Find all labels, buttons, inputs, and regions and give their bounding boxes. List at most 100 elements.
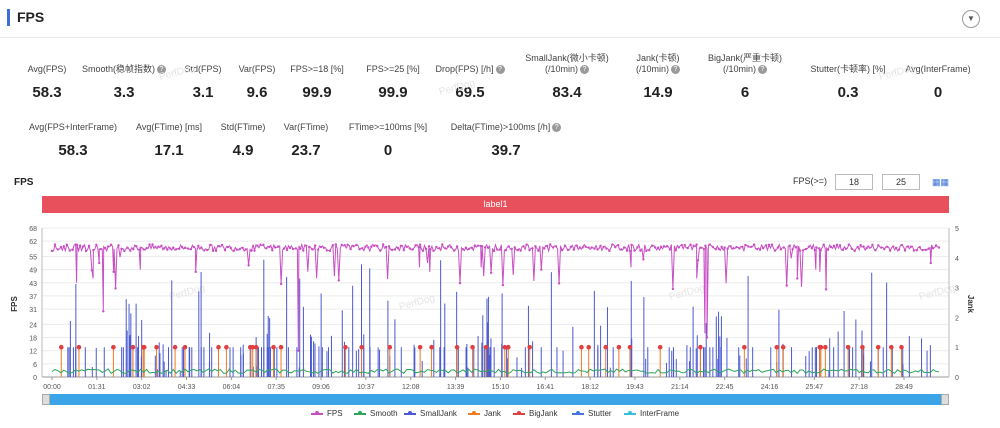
fps-point xyxy=(755,247,759,251)
fps-point xyxy=(104,246,107,250)
fps-point xyxy=(791,247,794,251)
fps-point xyxy=(818,247,821,250)
fps-point xyxy=(429,248,432,251)
y2-tick-label: 3 xyxy=(955,286,959,293)
table-view-icon[interactable]: ▦▦ xyxy=(932,177,950,187)
bigjank-point xyxy=(172,344,178,350)
legend-item-jank[interactable]: Jank xyxy=(468,409,501,418)
bigjank-point xyxy=(860,344,865,350)
fps-point xyxy=(764,244,768,247)
stat-label: Drop(FPS) [/h]? xyxy=(410,64,530,75)
legend-item-interframe[interactable]: InterFrame xyxy=(624,409,679,418)
stat-value: 4.9 xyxy=(232,142,254,159)
fps-point xyxy=(313,244,317,247)
fps-point xyxy=(874,249,877,252)
fps-point xyxy=(343,243,346,247)
slider-handle-right[interactable] xyxy=(941,394,949,405)
fps-point xyxy=(75,243,79,247)
fps-point xyxy=(794,246,797,249)
bigjank-point xyxy=(111,344,116,350)
fps-point xyxy=(378,249,382,252)
legend-item-smooth[interactable]: Smooth xyxy=(354,409,398,418)
fps-filter-label: FPS(>=) xyxy=(793,176,828,186)
fps-point xyxy=(702,247,706,251)
fps-point xyxy=(376,244,379,248)
fps-point xyxy=(636,246,639,249)
fps-point xyxy=(835,243,839,246)
fps-point xyxy=(262,243,265,247)
help-icon[interactable]: ? xyxy=(552,123,562,133)
fps-point xyxy=(639,249,642,252)
x-tick-label: 19:43 xyxy=(626,384,644,391)
fps-point xyxy=(114,287,117,290)
fps-point xyxy=(689,243,692,246)
y2-tick-label: 1 xyxy=(955,345,959,352)
legend-swatch xyxy=(468,410,480,415)
label-bar[interactable]: label1 xyxy=(42,196,949,213)
fps-point xyxy=(492,249,496,253)
legend-item-stutter[interactable]: Stutter xyxy=(572,409,612,418)
fps-point xyxy=(522,245,525,248)
fps-point xyxy=(163,247,166,250)
legend-label: SmallJank xyxy=(420,409,457,418)
fps-point xyxy=(546,244,549,248)
stat-value: 39.7 xyxy=(491,142,521,159)
bigjank-point xyxy=(603,344,609,350)
legend-item-smalljank[interactable]: SmallJank xyxy=(404,409,457,418)
stat-value: 83.4 xyxy=(552,84,582,101)
fps-point xyxy=(50,249,54,253)
fps-point xyxy=(78,244,82,247)
legend-swatch xyxy=(311,410,323,415)
fps-point xyxy=(674,249,678,252)
x-tick-label: 00:00 xyxy=(43,384,61,391)
fps-point xyxy=(651,244,654,247)
fps-point xyxy=(229,246,233,250)
fps-point xyxy=(325,249,329,252)
help-icon[interactable]: ? xyxy=(495,65,505,75)
fps-point xyxy=(900,243,904,247)
fps-point xyxy=(819,249,822,252)
fps-point xyxy=(850,247,853,251)
fps-threshold-low-input[interactable]: 18 xyxy=(835,174,873,190)
fps-point xyxy=(894,246,898,249)
fps-threshold-high-input[interactable]: 25 xyxy=(882,174,920,190)
help-icon[interactable]: ? xyxy=(758,65,767,75)
y2-tick-label: 2 xyxy=(955,315,959,322)
fps-point xyxy=(154,245,157,249)
fps-point xyxy=(692,244,695,248)
fps-point xyxy=(102,310,105,313)
fps-point xyxy=(826,248,830,251)
bigjank-point xyxy=(527,344,532,350)
fps-point xyxy=(244,248,247,251)
fps-point xyxy=(424,247,428,251)
fps-point xyxy=(238,247,241,251)
legend-item-fps[interactable]: FPS xyxy=(311,409,343,418)
slider-handle-left[interactable] xyxy=(42,394,50,405)
stat-value: 14.9 xyxy=(643,84,673,101)
x-tick-label: 06:04 xyxy=(223,384,241,391)
time-range-slider[interactable] xyxy=(42,394,949,405)
collapse-chevron-icon[interactable]: ▼ xyxy=(962,10,980,28)
bigjank-point xyxy=(250,344,256,350)
x-tick-label: 18:12 xyxy=(581,384,599,391)
y-tick-label: 37 xyxy=(29,294,37,301)
fps-point xyxy=(656,246,660,249)
bigjank-point xyxy=(616,344,622,350)
bigjank-point xyxy=(780,344,786,350)
help-icon[interactable]: ? xyxy=(671,65,680,75)
fps-point xyxy=(575,244,579,247)
fps-point xyxy=(316,248,320,251)
fps-point xyxy=(192,245,196,249)
help-icon[interactable]: ? xyxy=(157,65,166,75)
fps-point xyxy=(590,246,593,249)
bigjank-point xyxy=(343,344,348,350)
fps-point xyxy=(268,245,271,249)
fps-point xyxy=(599,244,602,248)
y-tick-label: 12 xyxy=(29,349,37,356)
fps-point xyxy=(696,259,700,262)
fps-point xyxy=(367,246,370,249)
legend-item-bigjank[interactable]: BigJank xyxy=(513,409,557,418)
help-icon[interactable]: ? xyxy=(580,65,589,75)
fps-point xyxy=(798,249,802,252)
fps-point xyxy=(265,247,268,250)
